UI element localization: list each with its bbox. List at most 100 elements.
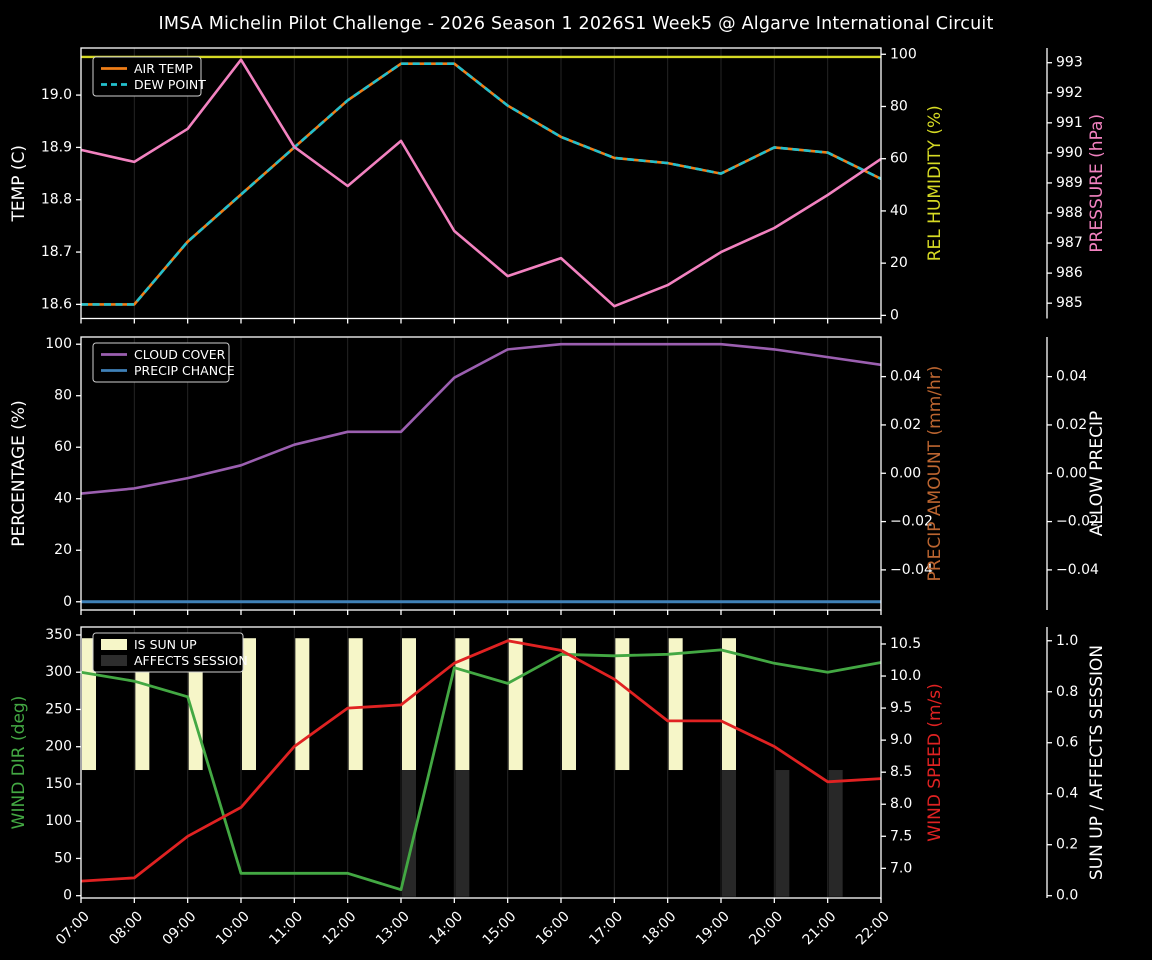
temperature-left-axis-label: TEMP (C) [9, 145, 29, 223]
svg-text:20: 20 [890, 255, 908, 271]
legend-swatch-affects-session [101, 655, 127, 666]
is-sun-up-bar [508, 638, 523, 771]
panel-temperature: 18.618.718.818.919.002040608010098598698… [9, 46, 1107, 324]
wind-speed-line [80, 639, 882, 883]
x-tick-label: 17:00 [586, 909, 626, 949]
x-tick-label: 07:00 [53, 909, 93, 949]
svg-text:991: 991 [1056, 115, 1083, 131]
svg-text:987: 987 [1056, 235, 1083, 251]
cloud-cover-line [80, 342, 882, 495]
right1-axis-ticks: 0 20 40 60 80 100 [881, 46, 917, 323]
is-sun-up-bar [722, 638, 736, 771]
is-sun-up-bar [242, 638, 256, 771]
affects-session-bars [402, 770, 843, 897]
is-sun-up-bar [295, 638, 310, 771]
svg-text:18.8: 18.8 [41, 192, 72, 208]
panel-precipitation: 0204060801000.040.020.00−0.02−0.040.040.… [9, 336, 1107, 615]
svg-text:8.0: 8.0 [890, 796, 912, 812]
plot-border [80, 47, 882, 320]
gridlines [80, 627, 882, 898]
svg-text:0.04: 0.04 [890, 369, 921, 385]
svg-text:0.00: 0.00 [890, 465, 921, 481]
is-sun-up-bar [402, 638, 416, 771]
svg-text:300: 300 [45, 664, 72, 680]
right2-axis-ticks: 985 986 987 988 989 990 991 992 993 [1047, 55, 1083, 311]
svg-text:50: 50 [54, 850, 72, 866]
left-axis-ticks: 0 20 40 60 80 100 [45, 336, 81, 610]
chart-title: IMSA Michelin Pilot Challenge - 2026 Sea… [158, 14, 994, 34]
left-axis-ticks: 0 50 100 150 200 250 300 350 [45, 627, 81, 904]
svg-text:−0.04: −0.04 [1056, 562, 1099, 578]
x-tick-label: 11:00 [266, 909, 306, 949]
plot-border [80, 626, 882, 899]
panel-wind-sun: 0 50 100 150 200 250 300 350 7.0 7.5 8.0 8.5 9.0 9.5 1… [9, 626, 1107, 948]
is-sun-up-bar [348, 638, 363, 771]
svg-text:992: 992 [1056, 85, 1083, 101]
x-tick-label: 18:00 [640, 909, 680, 949]
x-tick-label: 14:00 [426, 909, 466, 949]
svg-text:10.0: 10.0 [890, 668, 921, 684]
svg-text:0.00: 0.00 [1056, 465, 1087, 481]
wind-sun-right1-axis-label: WIND SPEED (m/s) [925, 683, 945, 841]
svg-text:0.02: 0.02 [1056, 417, 1087, 433]
svg-text:989: 989 [1056, 175, 1083, 191]
precipitation-left-axis-label: PERCENTAGE (%) [9, 400, 29, 546]
temperature-right1-axis-label: REL HUMIDITY (%) [925, 105, 945, 261]
x-tick-label: 22:00 [853, 909, 893, 949]
svg-text:0.04: 0.04 [1056, 369, 1087, 385]
x-tick-label: 09:00 [160, 909, 200, 949]
svg-text:986: 986 [1056, 265, 1083, 281]
is-sun-up-bar [562, 638, 576, 771]
svg-text:100: 100 [45, 813, 72, 829]
affects-session-bar [722, 770, 736, 897]
svg-text:18.9: 18.9 [41, 139, 72, 155]
dew-point-line [81, 62, 882, 306]
svg-text:200: 200 [45, 739, 72, 755]
svg-text:985: 985 [1056, 295, 1083, 311]
svg-text:80: 80 [54, 388, 72, 404]
legend-label: AFFECTS SESSION [134, 653, 248, 668]
x-tick-label: 21:00 [800, 909, 840, 949]
svg-text:350: 350 [45, 627, 72, 643]
svg-text:40: 40 [890, 203, 908, 219]
legend-label: CLOUD COVER [134, 347, 226, 362]
svg-text:0.4: 0.4 [1056, 786, 1078, 802]
svg-text:150: 150 [45, 776, 72, 792]
legend-label: DEW POINT [134, 77, 206, 92]
svg-text:−0.04: −0.04 [890, 562, 933, 578]
temperature-right2-axis-label: PRESSURE (hPa) [1087, 114, 1107, 253]
right2-axis-ticks: 0.04 0.02 0.00 −0.02 −0.04 [1047, 369, 1099, 578]
svg-text:9.0: 9.0 [890, 732, 912, 748]
svg-text:60: 60 [54, 439, 72, 455]
affects-session-bar [775, 770, 790, 897]
svg-text:60: 60 [890, 151, 908, 167]
svg-text:100: 100 [890, 46, 917, 62]
svg-text:−0.02: −0.02 [890, 514, 933, 530]
svg-text:1.0: 1.0 [1056, 633, 1078, 649]
x-tick-label: 12:00 [320, 909, 360, 949]
air-temp-line [81, 62, 882, 306]
svg-text:19.0: 19.0 [41, 87, 72, 103]
svg-text:0.02: 0.02 [890, 417, 921, 433]
right1-axis-ticks: 7.0 7.5 8.0 8.5 9.0 9.5 10.0 10.5 [881, 636, 921, 876]
precipitation-right2-axis-label: ALLOW PRECIP [1087, 411, 1107, 537]
svg-text:0: 0 [63, 594, 72, 610]
x-axis-ticks: 07:00 08:00 09:00 10:00 11:00 12:00 13:00 14:00… [53, 898, 893, 948]
is-sun-up-bar [668, 638, 683, 771]
svg-text:10.5: 10.5 [890, 636, 921, 652]
right2-axis-ticks: 0.0 0.2 0.4 0.6 0.8 1.0 [1047, 633, 1078, 904]
svg-text:993: 993 [1056, 55, 1083, 71]
svg-text:18.7: 18.7 [41, 244, 72, 260]
svg-text:990: 990 [1056, 145, 1083, 161]
svg-text:0.2: 0.2 [1056, 837, 1078, 853]
right1-axis-ticks: 0.04 0.02 0.00 −0.02 −0.04 [881, 369, 933, 578]
svg-text:9.5: 9.5 [890, 700, 912, 716]
svg-text:0.8: 0.8 [1056, 684, 1078, 700]
svg-text:0.6: 0.6 [1056, 735, 1078, 751]
x-axis-ticks [80, 318, 882, 324]
wind-sun-left-axis-label: WIND DIR (deg) [9, 696, 29, 830]
